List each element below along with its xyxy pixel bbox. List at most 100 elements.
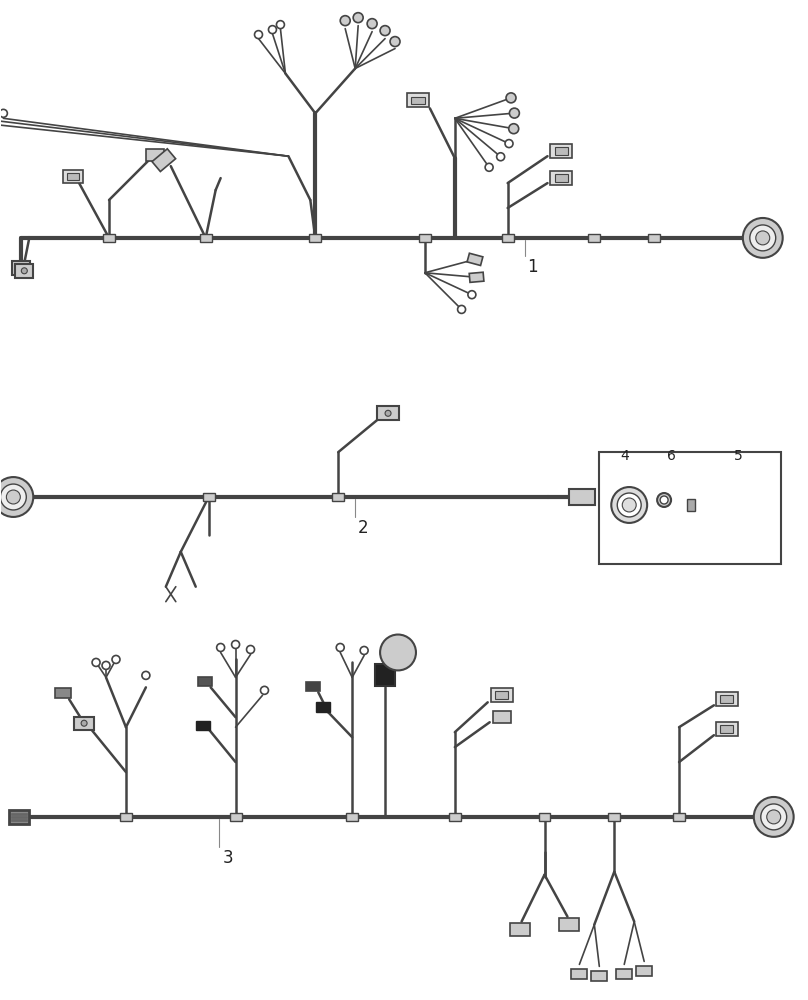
Bar	[673, 813, 685, 821]
Bar	[10, 810, 29, 824]
Bar	[539, 813, 550, 821]
Circle shape	[21, 268, 27, 274]
Bar	[716, 692, 738, 706]
Bar	[467, 253, 483, 266]
Bar	[617, 969, 632, 979]
Text: 3: 3	[223, 849, 234, 867]
Bar	[11, 813, 27, 815]
Circle shape	[142, 671, 149, 679]
Text: 2: 2	[358, 519, 368, 537]
Bar	[600, 452, 781, 564]
Circle shape	[232, 641, 239, 648]
Circle shape	[622, 498, 636, 512]
Circle shape	[0, 484, 27, 510]
Bar	[469, 272, 484, 282]
Bar	[203, 493, 215, 501]
Circle shape	[380, 26, 390, 36]
Bar	[591, 971, 608, 981]
Circle shape	[336, 644, 344, 651]
Bar	[377, 406, 399, 420]
Bar	[502, 234, 514, 242]
Circle shape	[767, 810, 781, 824]
Bar	[316, 702, 330, 712]
Bar	[375, 664, 395, 686]
Circle shape	[255, 31, 263, 39]
Circle shape	[19, 265, 24, 271]
Bar	[146, 149, 164, 161]
Text: 4: 4	[620, 449, 629, 463]
Bar	[570, 489, 595, 505]
Circle shape	[360, 646, 368, 654]
Bar	[198, 677, 212, 686]
Circle shape	[276, 21, 284, 29]
Circle shape	[754, 797, 793, 837]
Circle shape	[268, 26, 276, 34]
Circle shape	[380, 635, 416, 670]
Circle shape	[485, 163, 493, 171]
Bar	[550, 144, 572, 158]
Circle shape	[112, 655, 120, 663]
Bar	[720, 695, 734, 703]
Circle shape	[353, 13, 363, 23]
Circle shape	[468, 291, 476, 299]
Circle shape	[385, 410, 391, 416]
Bar	[559, 918, 579, 931]
Bar	[63, 170, 83, 183]
Circle shape	[260, 686, 268, 694]
Circle shape	[0, 477, 33, 517]
Bar	[407, 93, 429, 107]
Bar	[588, 234, 600, 242]
Bar	[332, 493, 344, 501]
Bar	[103, 234, 115, 242]
Circle shape	[497, 153, 505, 161]
Text: 6: 6	[667, 449, 676, 463]
Circle shape	[755, 231, 770, 245]
Bar	[67, 173, 79, 180]
Bar	[15, 264, 33, 278]
Bar	[550, 171, 572, 185]
Bar	[11, 816, 27, 818]
Bar	[648, 234, 660, 242]
Circle shape	[390, 37, 400, 47]
Bar	[687, 499, 695, 511]
Circle shape	[246, 645, 255, 653]
Bar	[411, 97, 424, 104]
Bar	[495, 691, 508, 699]
Bar	[229, 813, 242, 821]
Bar	[490, 688, 512, 702]
Circle shape	[81, 720, 87, 726]
Bar	[12, 261, 30, 275]
Text: 5: 5	[734, 449, 743, 463]
Circle shape	[367, 19, 377, 29]
Circle shape	[660, 496, 668, 504]
Bar	[196, 721, 209, 730]
Bar	[720, 725, 734, 733]
Bar	[306, 682, 320, 691]
Bar	[571, 969, 587, 979]
Circle shape	[657, 493, 671, 507]
Bar	[555, 147, 568, 155]
Bar	[716, 722, 738, 736]
Circle shape	[617, 493, 642, 517]
Bar	[200, 234, 212, 242]
Circle shape	[457, 305, 465, 313]
Circle shape	[505, 140, 513, 148]
Circle shape	[340, 16, 350, 26]
Bar	[449, 813, 461, 821]
Circle shape	[743, 218, 783, 258]
Bar	[120, 813, 132, 821]
Circle shape	[102, 661, 110, 669]
Bar	[493, 711, 511, 723]
Bar	[55, 688, 71, 698]
Circle shape	[509, 124, 519, 134]
Bar	[608, 813, 621, 821]
Circle shape	[217, 644, 225, 651]
Bar	[419, 234, 431, 242]
Bar	[11, 819, 27, 821]
Bar	[346, 813, 358, 821]
Circle shape	[6, 490, 20, 504]
Bar	[309, 234, 322, 242]
Circle shape	[506, 93, 516, 103]
Bar	[152, 149, 175, 172]
Circle shape	[509, 108, 520, 118]
